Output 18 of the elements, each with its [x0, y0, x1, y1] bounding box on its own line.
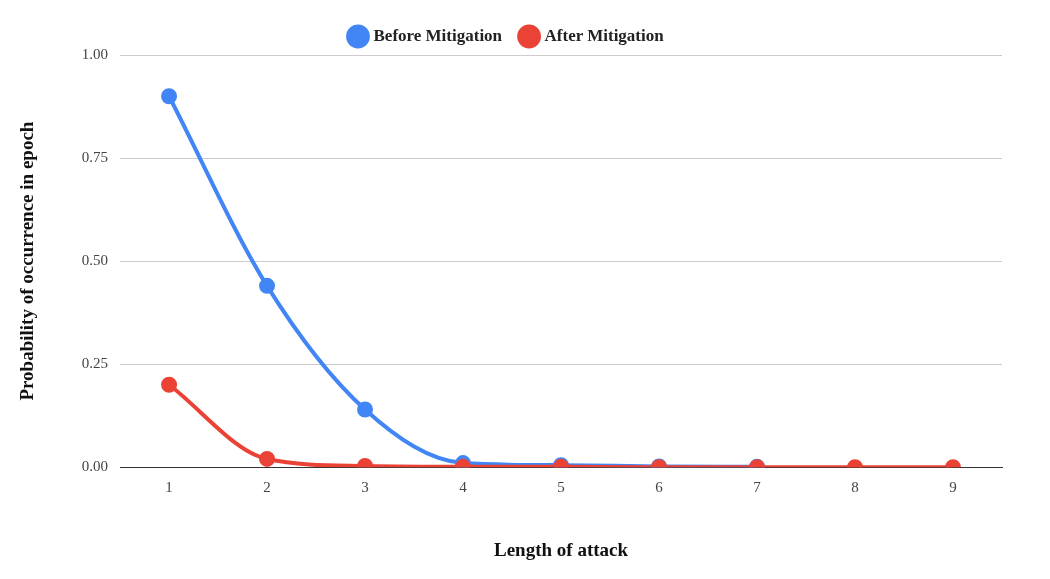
y-axis-title: Probability of occurrence in epoch	[16, 121, 38, 401]
y-tick-label: 1.00	[81, 45, 109, 62]
legend-label: After Mitigation	[544, 25, 665, 45]
y-tick-label: 0.00	[81, 458, 109, 475]
x-tick-label: 7	[753, 479, 762, 496]
x-tick-label: 3	[361, 479, 369, 496]
y-tick-label: 0.75	[81, 148, 109, 165]
legend-label: Before Mitigation	[373, 25, 503, 45]
x-tick-label: 5	[557, 479, 565, 496]
y-tick-label: 0.50	[81, 252, 109, 269]
x-axis-title: Length of attack	[493, 538, 629, 560]
x-tick-label: 1	[165, 479, 173, 496]
y-tick-label: 0.25	[81, 355, 109, 372]
x-tick-label: 2	[263, 479, 271, 496]
x-tick-label: 8	[851, 479, 859, 496]
x-tick-label: 4	[459, 479, 468, 496]
x-tick-label: 9	[949, 479, 957, 496]
x-tick-label: 6	[655, 479, 664, 496]
